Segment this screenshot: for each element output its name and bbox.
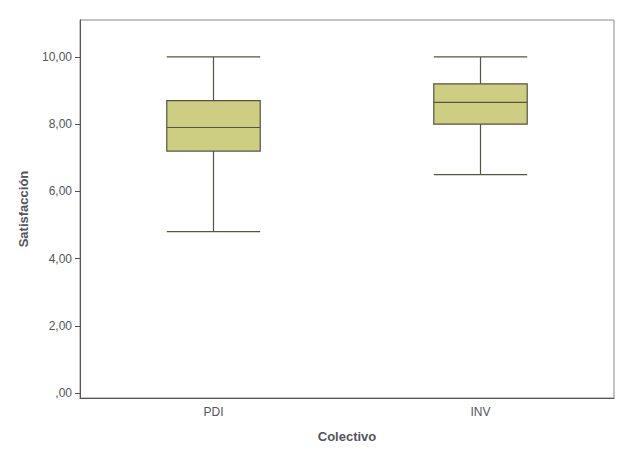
svg-text:8,00: 8,00 xyxy=(49,117,73,131)
svg-text:Colectivo: Colectivo xyxy=(318,429,377,444)
svg-text:INV: INV xyxy=(470,405,490,419)
svg-text:4,00: 4,00 xyxy=(49,252,73,266)
svg-text:6,00: 6,00 xyxy=(49,184,73,198)
svg-text:PDI: PDI xyxy=(203,405,223,419)
svg-text:Satisfacción: Satisfacción xyxy=(16,171,31,248)
svg-text:,00: ,00 xyxy=(55,386,72,400)
svg-text:2,00: 2,00 xyxy=(49,319,73,333)
svg-text:10,00: 10,00 xyxy=(42,50,72,64)
